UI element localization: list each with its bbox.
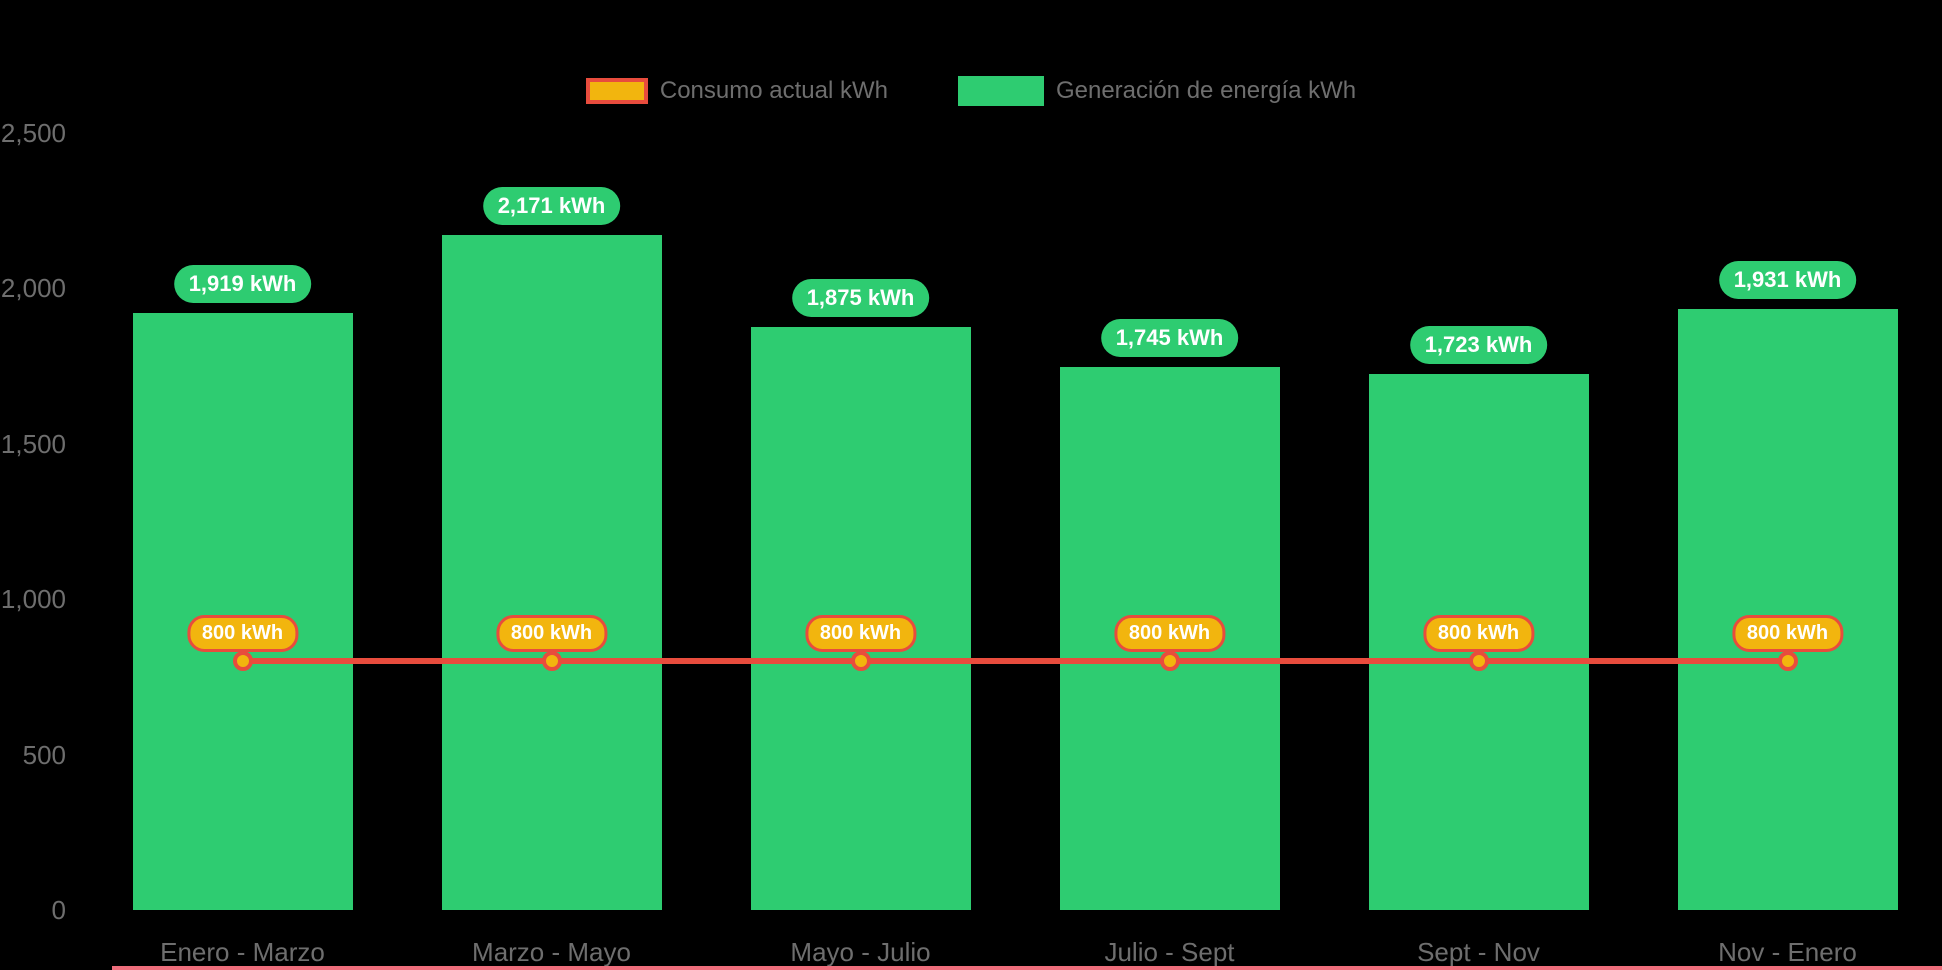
- bar-value-label: 2,171 kWh: [482, 186, 621, 225]
- chart-legend: Consumo actual kWh Generación de energía…: [0, 76, 1942, 106]
- y-axis-tick-label: 500: [22, 739, 66, 770]
- x-axis-line: [112, 966, 1942, 970]
- generation-bar[interactable]: [441, 234, 662, 910]
- line-point[interactable]: [1777, 651, 1798, 672]
- y-axis-tick-label: 0: [51, 895, 66, 925]
- line-value-label: 800 kWh: [804, 615, 917, 653]
- bar-value-label: 1,723 kWh: [1409, 326, 1548, 365]
- legend-item-consumo-actual[interactable]: Consumo actual kWh: [585, 77, 888, 105]
- line-value-label: 800 kWh: [1422, 615, 1535, 653]
- generation-bar[interactable]: [1677, 309, 1898, 910]
- x-axis-category-label: Enero - Marzo: [160, 937, 325, 967]
- legend-label-consumo: Consumo actual kWh: [659, 77, 888, 104]
- consumption-line: [242, 658, 1788, 665]
- line-point[interactable]: [541, 651, 562, 672]
- line-value-label: 800 kWh: [1731, 615, 1844, 653]
- consumo-legend-swatch-icon: [585, 78, 648, 104]
- y-axis-tick-label: 2,000: [0, 273, 66, 303]
- y-axis-tick-label: 2,500: [0, 117, 66, 148]
- x-axis-category-label: Julio - Sept: [1104, 937, 1235, 967]
- line-value-label: 800 kWh: [495, 615, 608, 653]
- bar-value-label: 1,931 kWh: [1718, 261, 1857, 300]
- line-point[interactable]: [850, 651, 871, 672]
- bar-value-label: 1,875 kWh: [791, 278, 930, 317]
- bar-value-label: 1,745 kWh: [1100, 319, 1239, 358]
- y-axis-tick-label: 1,500: [0, 428, 66, 459]
- line-point[interactable]: [1159, 651, 1180, 672]
- x-axis-category-label: Sept - Nov: [1417, 937, 1540, 967]
- generation-bar[interactable]: [132, 313, 353, 910]
- line-value-label: 800 kWh: [1113, 615, 1226, 653]
- generacion-legend-swatch-icon: [957, 76, 1044, 106]
- line-value-label: 800 kWh: [186, 615, 299, 653]
- x-axis-category-label: Marzo - Mayo: [472, 937, 631, 967]
- legend-label-generacion: Generación de energía kWh: [1055, 77, 1357, 104]
- y-axis-tick-label: 1,000: [0, 584, 66, 614]
- line-point[interactable]: [1468, 651, 1489, 672]
- line-point[interactable]: [232, 651, 253, 672]
- legend-item-generacion[interactable]: Generación de energía kWh: [957, 76, 1357, 106]
- bar-value-label: 1,919 kWh: [173, 265, 312, 304]
- x-axis-category-label: Nov - Enero: [1718, 937, 1857, 967]
- x-axis-category-label: Mayo - Julio: [790, 937, 931, 967]
